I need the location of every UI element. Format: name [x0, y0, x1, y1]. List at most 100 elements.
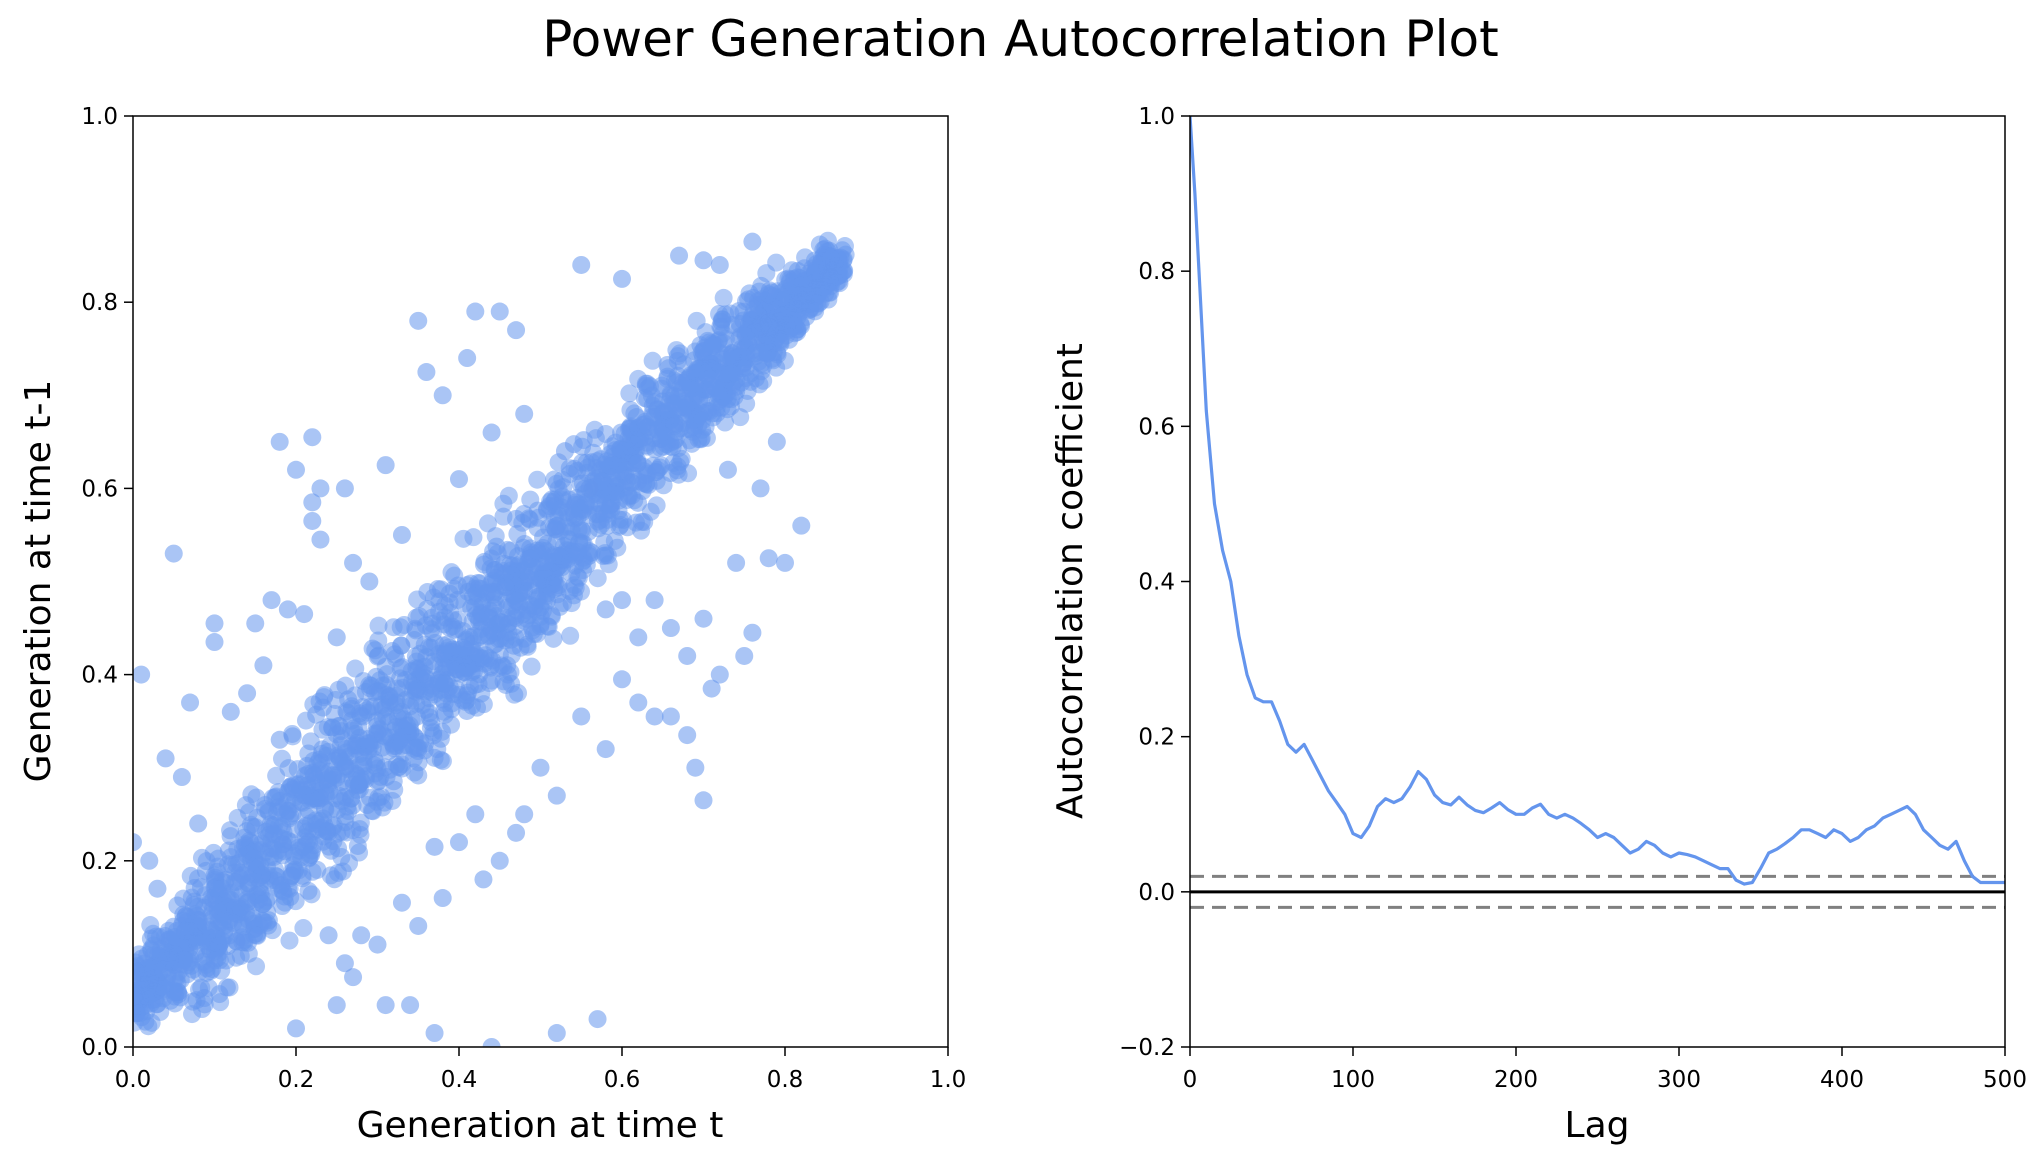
scatter-point — [697, 364, 716, 383]
scatter-point — [569, 568, 588, 587]
scatter-point — [392, 525, 411, 544]
lag-scatter-xtick-label: 0.2 — [278, 1067, 315, 1093]
scatter-point — [644, 456, 663, 475]
scatter-point — [810, 235, 829, 254]
scatter-point — [322, 841, 341, 860]
scatter-point — [628, 454, 647, 473]
scatter-point — [392, 893, 411, 912]
scatter-point — [569, 543, 588, 562]
scatter-point — [338, 703, 357, 722]
scatter-point — [431, 750, 450, 769]
scatter-point — [280, 778, 299, 797]
scatter-point — [620, 384, 639, 403]
scatter-point — [343, 796, 362, 815]
scatter-point — [351, 825, 370, 844]
scatter-point — [678, 726, 697, 745]
scatter-point — [792, 516, 811, 535]
scatter-point — [141, 916, 160, 935]
autocorrelation-xtick-label: 100 — [1331, 1067, 1375, 1093]
scatter-point — [417, 363, 436, 382]
scatter-point — [760, 318, 779, 337]
scatter-point — [588, 569, 607, 588]
scatter-point — [352, 926, 371, 945]
scatter-point — [737, 394, 756, 413]
scatter-point — [242, 785, 261, 804]
scatter-point — [353, 698, 372, 717]
scatter-point — [361, 788, 380, 807]
scatter-point — [795, 259, 814, 278]
scatter-point — [562, 518, 581, 537]
scatter-point — [466, 805, 485, 824]
autocorrelation-series-line — [1190, 116, 2005, 886]
scatter-point — [579, 522, 598, 541]
scatter-point — [694, 791, 713, 810]
scatter-point — [482, 423, 501, 442]
lag-scatter-ylabel: Generation at time t-1 — [18, 380, 59, 783]
scatter-point — [294, 919, 313, 938]
scatter-point — [270, 432, 289, 451]
lag-scatter-ytick-label: 0.4 — [81, 663, 118, 689]
scatter-point — [303, 493, 322, 512]
scatter-point — [350, 843, 369, 862]
scatter-point — [596, 600, 615, 619]
scatter-point — [422, 713, 441, 732]
scatter-point — [228, 808, 247, 827]
lag-scatter-xlabel: Generation at time t — [357, 1105, 724, 1146]
scatter-point — [654, 476, 673, 495]
lag-scatter-ytick-label: 0.2 — [81, 849, 118, 875]
scatter-point — [164, 544, 183, 563]
scatter-point — [561, 626, 580, 645]
scatter-point — [588, 1010, 607, 1029]
autocorrelation-ytick-label: 0.8 — [1138, 259, 1175, 285]
scatter-point — [745, 300, 764, 319]
scatter-point — [243, 817, 262, 836]
scatter-point — [251, 856, 270, 875]
scatter-point — [678, 646, 697, 665]
scatter-point — [659, 359, 678, 378]
scatter-point — [694, 609, 713, 628]
scatter-point — [303, 428, 322, 447]
lag-scatter-ytick-label: 1.0 — [81, 104, 118, 130]
scatter-point — [507, 321, 526, 340]
scatter-point — [752, 362, 771, 381]
scatter-point — [727, 553, 746, 572]
scatter-point — [613, 670, 631, 689]
scatter-point — [441, 603, 460, 622]
scatter-point — [498, 656, 517, 675]
scatter-point — [821, 283, 840, 302]
scatter-point — [433, 386, 452, 405]
scatter-point — [329, 716, 348, 735]
scatter-point — [434, 649, 453, 668]
scatter-point — [409, 766, 428, 785]
scatter-point — [686, 758, 705, 777]
scatter-point — [380, 760, 399, 779]
scatter-point — [133, 962, 145, 981]
scatter-point — [625, 404, 644, 423]
scatter-point — [764, 351, 783, 370]
scatter-point — [352, 772, 371, 791]
scatter-point — [433, 889, 452, 908]
scatter-point — [267, 766, 286, 785]
scatter-point — [577, 555, 596, 574]
scatter-point — [474, 649, 493, 668]
scatter-point — [494, 494, 513, 513]
scatter-point — [740, 284, 759, 303]
scatter-point — [710, 665, 729, 684]
scatter-point — [205, 633, 224, 652]
scatter-point — [502, 565, 521, 584]
scatter-point — [429, 674, 448, 693]
scatter-point — [133, 833, 142, 852]
scatter-point — [334, 752, 353, 771]
scatter-point — [792, 316, 811, 335]
scatter-point — [486, 569, 505, 588]
scatter-point — [140, 851, 159, 870]
scatter-point — [563, 500, 582, 519]
scatter-point — [366, 641, 385, 660]
scatter-point — [401, 996, 420, 1015]
scatter-point — [515, 805, 534, 824]
scatter-point — [670, 246, 689, 265]
scatter-point — [377, 665, 396, 684]
scatter-point — [329, 786, 348, 805]
scatter-point — [182, 888, 201, 907]
scatter-point — [211, 993, 230, 1012]
